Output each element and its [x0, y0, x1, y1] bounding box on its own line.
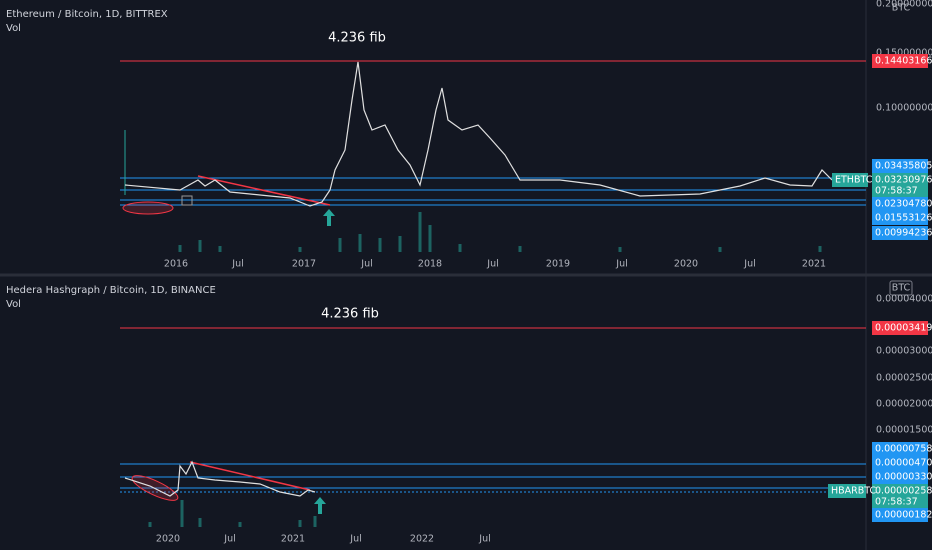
volume	[178, 212, 822, 252]
annotation: 4.236 fib	[321, 307, 379, 322]
label-box	[872, 456, 928, 470]
level-label: 0.00000758	[875, 444, 932, 455]
time-label: 2020	[156, 534, 180, 545]
currency: BTC	[892, 3, 911, 14]
time-label: Jul	[486, 259, 498, 270]
time-label: 2021	[802, 259, 826, 270]
symbol-box	[828, 484, 866, 498]
level-label: 0.00003419	[875, 323, 932, 334]
axis-label: 0.00003000	[876, 346, 932, 357]
time-label: 2020	[674, 259, 698, 270]
volume	[148, 500, 317, 527]
axis-label: 0.00002500	[876, 373, 932, 384]
time-label: Jul	[743, 259, 755, 270]
price-line	[124, 61, 833, 207]
axis-label: 0.00004000	[876, 294, 932, 305]
level-label: 0.14403166	[875, 56, 932, 67]
bottom-drawings	[120, 327, 866, 527]
level-label: 0.00000182	[875, 510, 932, 521]
label-box	[872, 470, 928, 484]
label-box	[872, 442, 928, 456]
price-line	[124, 460, 316, 497]
labels: Ethereum / Bitcoin, 1D, BITTREX Vol 4.236 …	[6, 0, 932, 545]
label-box	[872, 495, 928, 509]
label-box	[872, 211, 928, 225]
axis-label: 0.20000000	[876, 0, 932, 10]
time-label: 2016	[164, 259, 188, 270]
level-label: 0.00994236	[875, 228, 932, 239]
time-label: 2017	[292, 259, 316, 270]
label-box	[872, 321, 928, 335]
trend-line	[197, 175, 331, 206]
label-box	[872, 173, 928, 187]
axis-label: 0.00002000	[876, 399, 932, 410]
level-label: 0.00000470	[875, 458, 932, 469]
axis-label: 0.10000000	[876, 103, 932, 114]
time-label: Jul	[223, 534, 235, 545]
time-label: 2022	[410, 534, 434, 545]
time-label: Jul	[360, 259, 372, 270]
time-label: Jul	[349, 534, 361, 545]
label-box	[872, 159, 928, 173]
annotation: 4.236 fib	[328, 31, 386, 46]
chart-subtitle: Vol	[6, 299, 21, 310]
level-label: 0.02304780	[875, 199, 932, 210]
highlight-ellipse	[122, 201, 174, 215]
label-box	[872, 184, 928, 198]
currency-box	[889, 280, 913, 296]
time-label: Jul	[231, 259, 243, 270]
chart-subtitle: Vol	[6, 23, 21, 34]
label-box	[872, 54, 928, 68]
time-label: Jul	[478, 534, 490, 545]
label-box	[872, 197, 928, 211]
symbol: HBARBTC	[831, 486, 877, 497]
label-box	[872, 484, 928, 498]
time-label: Jul	[615, 259, 627, 270]
level-label: 0.03435805	[875, 161, 932, 172]
label-box	[872, 226, 928, 240]
time-label: 2021	[281, 534, 305, 545]
chart-title: Ethereum / Bitcoin, 1D, BITTREX	[6, 9, 168, 20]
symbol: ETHBTC	[835, 175, 873, 186]
trend-line	[189, 461, 311, 491]
level-label: 0.00000330	[875, 472, 932, 483]
arrow	[314, 497, 326, 514]
level-label: 07:58:37	[875, 186, 918, 197]
top-drawings	[120, 60, 866, 252]
axis-label: 0.00001500	[876, 425, 932, 436]
axis-label: 0.15000000	[876, 48, 932, 59]
currency: BTC	[892, 283, 911, 294]
time-label: 2018	[418, 259, 442, 270]
symbol-box	[832, 173, 868, 187]
level-label: 0.01553126	[875, 213, 932, 224]
arrow	[323, 209, 335, 226]
level-label: 07:58:37	[875, 497, 918, 508]
level-label: 0.00000258	[875, 486, 932, 497]
chart-title: Hedera Hashgraph / Bitcoin, 1D, BINANCE	[6, 285, 216, 296]
level-label: 0.03230976	[875, 175, 932, 186]
time-label: 2019	[546, 259, 570, 270]
label-box	[872, 508, 928, 522]
box	[181, 195, 193, 206]
